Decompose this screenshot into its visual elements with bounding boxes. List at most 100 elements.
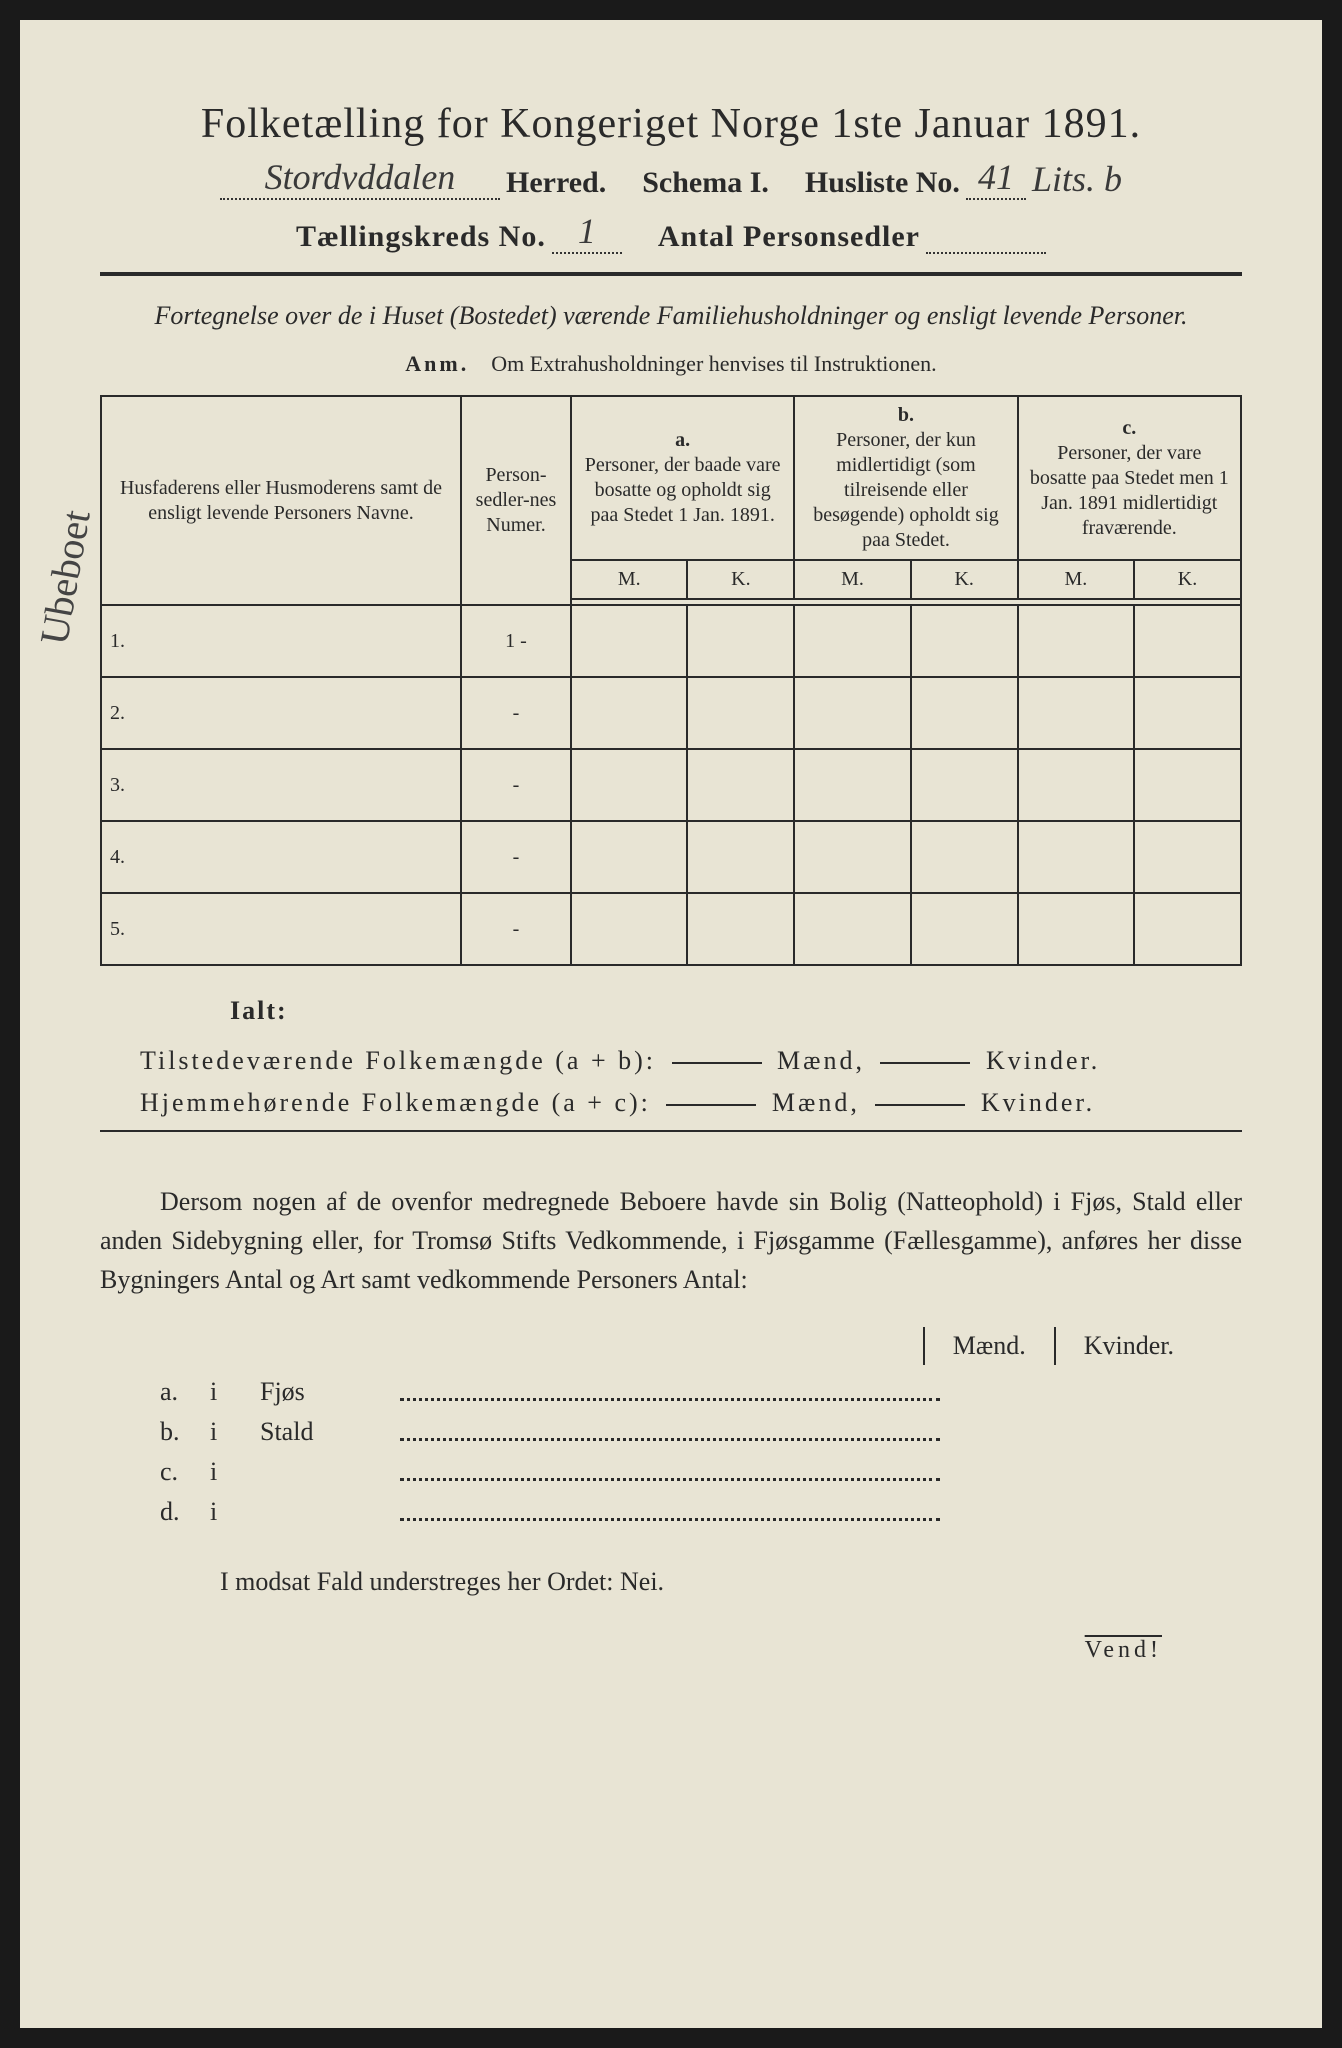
personsedler-field: [926, 252, 1046, 254]
col-numer-header: Person-sedler-nes Numer.: [461, 396, 571, 605]
margin-handwriting: Ubeboet: [30, 507, 100, 649]
lodging-paragraph: Dersom nogen af de ovenfor medregnede Be…: [100, 1182, 1242, 1299]
lodging-i: i: [210, 1417, 260, 1447]
vend-label: Vend!: [100, 1637, 1242, 1664]
col-b-k: K.: [911, 560, 1018, 599]
empty-cell: [1018, 677, 1134, 749]
summary1-maend: Mænd,: [777, 1046, 865, 1075]
col-c-top: c.: [1027, 416, 1232, 441]
summary-line-2: Hjemmehørende Folkemængde (a + c): Mænd,…: [100, 1088, 1242, 1118]
empty-cell: [794, 749, 910, 821]
empty-cell: [571, 605, 687, 677]
col-c-k: K.: [1134, 560, 1241, 599]
kreds-label: Tællingskreds No.: [296, 220, 546, 254]
row-number: 4.: [101, 821, 461, 893]
col-b-text: Personer, der kun midlertidigt (som tilr…: [803, 428, 1008, 553]
kvinder-col-label: Kvinder.: [1054, 1327, 1202, 1365]
row-number: 5.: [101, 893, 461, 965]
empty-cell: [687, 893, 794, 965]
husliste-label: Husliste No.: [805, 166, 960, 200]
empty-cell: [1134, 677, 1241, 749]
empty-cell: [687, 677, 794, 749]
table-row: 3.-: [101, 749, 1241, 821]
header-line-2: Stordvddalen Herred. Schema I. Husliste …: [100, 156, 1242, 200]
lodging-item: c.i: [160, 1457, 1242, 1487]
summary2-kvinder-field: [875, 1104, 965, 1106]
col-c-text: Personer, der vare bosatte paa Stedet me…: [1027, 441, 1232, 541]
subtitle: Fortegnelse over de i Huset (Bostedet) v…: [100, 298, 1242, 333]
row-numer-value: -: [461, 749, 571, 821]
empty-cell: [687, 749, 794, 821]
lodging-key: b.: [160, 1417, 210, 1447]
summary1-maend-field: [672, 1062, 762, 1064]
dotted-fill: [400, 1478, 940, 1481]
empty-cell: [911, 821, 1018, 893]
nei-line: I modsat Fald understreges her Ordet: Ne…: [100, 1567, 1242, 1597]
herred-field: Stordvddalen: [220, 156, 500, 200]
empty-cell: [794, 677, 910, 749]
lodging-key: d.: [160, 1497, 210, 1527]
lodging-i: i: [210, 1497, 260, 1527]
maend-col-label: Mænd.: [923, 1327, 1054, 1365]
summary2-kvinder: Kvinder.: [981, 1088, 1095, 1117]
summary2-maend-field: [666, 1104, 756, 1106]
herred-label: Herred.: [506, 166, 606, 200]
col-a-header: a. Personer, der baade vare bosatte og o…: [571, 396, 794, 560]
empty-cell: [1134, 605, 1241, 677]
summary2-maend: Mænd,: [772, 1088, 860, 1117]
empty-cell: [794, 821, 910, 893]
empty-cell: [1018, 605, 1134, 677]
mk-header-row: Mænd. Kvinder.: [100, 1327, 1242, 1365]
census-form-page: Ubeboet Folketælling for Kongeriget Norg…: [20, 20, 1322, 2028]
empty-cell: [1134, 893, 1241, 965]
lodging-item: d.i: [160, 1497, 1242, 1527]
lodging-list: a.iFjøsb.iStaldc.id.i: [100, 1377, 1242, 1527]
main-table: Husfaderens eller Husmoderens samt de en…: [100, 395, 1242, 966]
anm-label: Anm.: [405, 351, 469, 376]
empty-cell: [911, 893, 1018, 965]
lodging-place: Fjøs: [260, 1377, 400, 1407]
lodging-item: a.iFjøs: [160, 1377, 1242, 1407]
empty-cell: [1018, 749, 1134, 821]
row-numer-value: -: [461, 893, 571, 965]
empty-cell: [1018, 821, 1134, 893]
row-numer-value: -: [461, 821, 571, 893]
header-line-3: Tællingskreds No. 1 Antal Personsedler: [100, 210, 1242, 254]
empty-cell: [687, 605, 794, 677]
col-a-top: a.: [580, 428, 785, 453]
empty-cell: [1134, 749, 1241, 821]
empty-cell: [571, 893, 687, 965]
dotted-fill: [400, 1438, 940, 1441]
dotted-fill: [400, 1518, 940, 1521]
husliste-suffix: Lits. b: [1032, 158, 1122, 200]
lodging-i: i: [210, 1457, 260, 1487]
empty-cell: [911, 605, 1018, 677]
husliste-field: 41: [966, 156, 1026, 200]
summary1-kvinder: Kvinder.: [986, 1046, 1100, 1075]
col-b-header: b. Personer, der kun midlertidigt (som t…: [794, 396, 1017, 560]
empty-cell: [1018, 893, 1134, 965]
anm-line: Anm. Om Extrahusholdninger henvises til …: [100, 351, 1242, 377]
row-number: 2.: [101, 677, 461, 749]
empty-cell: [794, 893, 910, 965]
empty-cell: [794, 605, 910, 677]
lodging-paragraph-text: Dersom nogen af de ovenfor medregnede Be…: [100, 1187, 1242, 1294]
main-title: Folketælling for Kongeriget Norge 1ste J…: [100, 100, 1242, 148]
empty-cell: [911, 749, 1018, 821]
anm-text: Om Extrahusholdninger henvises til Instr…: [491, 351, 936, 376]
col-a-text: Personer, der baade vare bosatte og opho…: [580, 453, 785, 528]
lodging-key: c.: [160, 1457, 210, 1487]
col-b-top: b.: [803, 403, 1008, 428]
empty-cell: [571, 821, 687, 893]
col-b-m: M.: [794, 560, 910, 599]
kreds-field: 1: [552, 210, 622, 254]
col-c-m: M.: [1018, 560, 1134, 599]
summary2-label: Hjemmehørende Folkemængde (a + c):: [140, 1088, 651, 1117]
summary-line-1: Tilstedeværende Folkemængde (a + b): Mæn…: [100, 1046, 1242, 1076]
rule-1: [100, 272, 1242, 276]
ialt-label: Ialt:: [230, 996, 1242, 1026]
summary1-kvinder-field: [880, 1062, 970, 1064]
row-number: 1.: [101, 605, 461, 677]
lodging-place: Stald: [260, 1417, 400, 1447]
rule-2: [100, 1130, 1242, 1132]
